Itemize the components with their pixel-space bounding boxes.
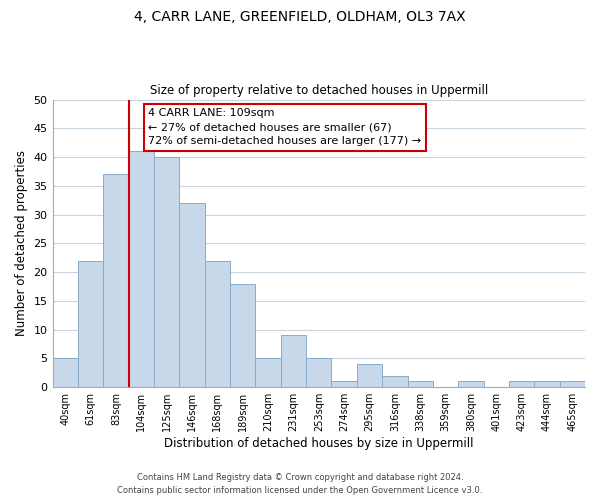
Bar (103, 174, 128, 387)
Bar (331, 382, 357, 387)
Bar (230, 284, 256, 387)
Bar (281, 336, 306, 387)
Bar (357, 364, 382, 387)
Bar (560, 382, 585, 387)
Bar (256, 358, 281, 387)
Bar (407, 382, 433, 387)
Title: Size of property relative to detached houses in Uppermill: Size of property relative to detached ho… (149, 84, 488, 97)
Bar (179, 203, 205, 387)
Bar (382, 376, 407, 387)
X-axis label: Distribution of detached houses by size in Uppermill: Distribution of detached houses by size … (164, 437, 473, 450)
Text: 4 CARR LANE: 109sqm
← 27% of detached houses are smaller (67)
72% of semi-detach: 4 CARR LANE: 109sqm ← 27% of detached ho… (148, 108, 422, 146)
Bar (154, 157, 179, 387)
Text: Contains HM Land Registry data © Crown copyright and database right 2024.
Contai: Contains HM Land Registry data © Crown c… (118, 474, 482, 495)
Text: 4, CARR LANE, GREENFIELD, OLDHAM, OL3 7AX: 4, CARR LANE, GREENFIELD, OLDHAM, OL3 7A… (134, 10, 466, 24)
Bar (205, 260, 230, 387)
Bar (128, 152, 154, 387)
Bar (78, 260, 103, 387)
Bar (534, 382, 560, 387)
Bar (509, 382, 534, 387)
Bar (53, 358, 78, 387)
Y-axis label: Number of detached properties: Number of detached properties (15, 150, 28, 336)
Bar (458, 382, 484, 387)
Bar (306, 358, 331, 387)
